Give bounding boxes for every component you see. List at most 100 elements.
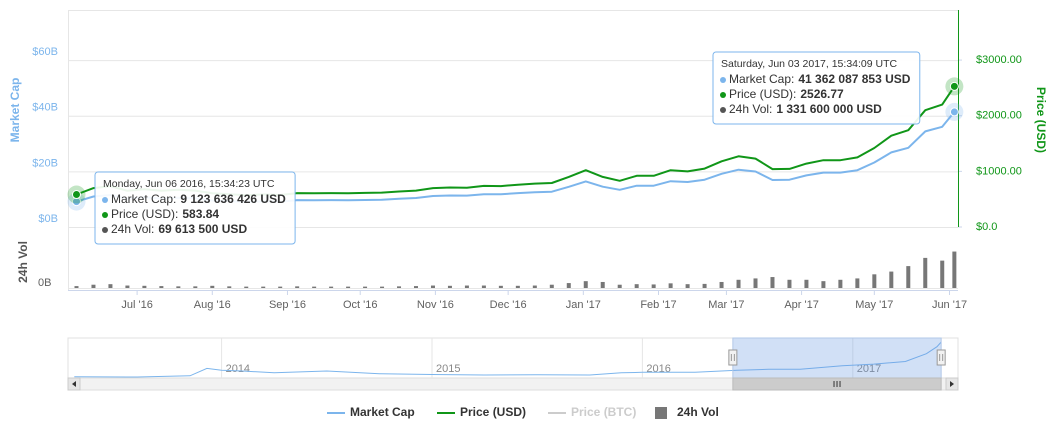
tooltip-label: Market Cap:	[729, 72, 794, 86]
navigator-tick-label: 2015	[436, 363, 460, 375]
tooltip-value: 2526.77	[800, 87, 844, 101]
legend-label[interactable]: 24h Vol	[677, 405, 719, 419]
volume-bar	[566, 283, 571, 288]
volume-bar	[651, 284, 656, 288]
navigator-handle[interactable]	[936, 349, 946, 366]
volume-bar	[702, 283, 707, 288]
tooltip-row: 24h Vol: 1 331 600 000 USD	[729, 102, 882, 116]
tooltip-bullet	[102, 197, 108, 203]
x-tick-label: Feb '17	[640, 299, 676, 311]
volume-bar	[872, 274, 877, 288]
scrollbar-left-arrow	[72, 381, 76, 387]
navigator-tick-label: 2017	[857, 363, 881, 375]
volume-bar	[838, 279, 843, 288]
x-tick-label: Nov '16	[417, 299, 454, 311]
tooltip-label: 24h Vol:	[111, 222, 154, 236]
scrollbar-grip	[833, 381, 841, 387]
volume-bar	[74, 286, 79, 288]
legend-label[interactable]: Price (USD)	[460, 405, 526, 419]
tooltip-value: 69 613 500 USD	[158, 222, 247, 236]
volume-tick-label: 0B	[38, 277, 51, 289]
tooltip-row: Price (USD): 2526.77	[729, 87, 844, 101]
y2-axis-title: Price (USD)	[1034, 87, 1048, 153]
navigator-handle[interactable]	[728, 349, 738, 366]
volume-bar	[227, 286, 232, 288]
y-tick-label: $0B	[38, 213, 58, 225]
tooltip-row: Price (USD): 583.84	[111, 207, 219, 221]
volume-bar	[515, 285, 520, 288]
tooltip-title: Saturday, Jun 03 2017, 15:34:09 UTC	[721, 58, 898, 70]
tooltip-value: 1 331 600 000 USD	[776, 102, 882, 116]
volume-bar	[804, 279, 809, 288]
tooltip: Monday, Jun 06 2016, 15:34:23 UTC Market …	[94, 171, 296, 245]
volume-bar	[430, 285, 435, 288]
volume-bar	[397, 286, 402, 288]
x-tick-label: Jun '17	[932, 299, 967, 311]
navigator-handle-grip	[939, 354, 944, 361]
navigator-line	[74, 341, 942, 378]
legend-label[interactable]: Price (BTC)	[571, 405, 636, 419]
x-tick-label: Apr '17	[784, 299, 819, 311]
legend-swatch	[655, 407, 667, 419]
volume-bar	[159, 286, 164, 288]
volume-bar	[685, 284, 690, 288]
volume-bar	[906, 266, 911, 288]
tooltip-value: 9 123 636 426 USD	[180, 192, 286, 206]
volume-bar	[244, 286, 249, 288]
volume-bar	[481, 285, 486, 288]
volume-bar	[210, 285, 215, 288]
scrollbar-right-arrow	[950, 381, 954, 387]
tooltip-label: Price (USD):	[729, 87, 796, 101]
volume-bar	[532, 285, 537, 288]
y2-tick-label: $2000.00	[976, 110, 1022, 122]
volume-bar	[193, 286, 198, 288]
x-tick-label: Dec '16	[490, 299, 527, 311]
volume-bar	[753, 278, 758, 288]
tooltip-label: Price (USD):	[111, 207, 178, 221]
tooltip-row: 24h Vol: 69 613 500 USD	[111, 222, 247, 236]
tooltip-box	[712, 51, 921, 125]
tooltip-bullet	[720, 107, 726, 113]
x-tick-label: Aug '16	[194, 299, 231, 311]
volume-bar	[600, 281, 605, 288]
volume-bar	[940, 260, 945, 288]
x-tick-label: Mar '17	[708, 299, 744, 311]
y-axis-title: Market Cap	[8, 78, 22, 143]
volume-bar	[668, 283, 673, 288]
navigator-tick-label: 2014	[226, 363, 250, 375]
navigator-handle-grip	[730, 354, 735, 361]
legend-label[interactable]: Market Cap	[350, 405, 415, 419]
tooltip-bullet	[102, 227, 108, 233]
y-tick-label: $40B	[32, 102, 58, 114]
volume-bar	[380, 286, 385, 288]
volume-bar	[447, 285, 452, 288]
volume-bar	[176, 286, 181, 288]
tooltip-row: Market Cap: 9 123 636 426 USD	[111, 192, 286, 206]
volume-bar	[464, 285, 469, 288]
y2-tick-label: $3000.00	[976, 54, 1022, 66]
volume-bar	[736, 279, 741, 288]
tooltip-label: Market Cap:	[111, 192, 176, 206]
volume-bar	[821, 281, 826, 288]
volume-bar	[363, 286, 368, 288]
hover-point	[71, 190, 81, 200]
y2-tick-label: $1000.00	[976, 165, 1022, 177]
volume-bar	[719, 281, 724, 288]
volume-bar	[329, 286, 334, 288]
volume-bar	[634, 284, 639, 288]
volume-bar	[617, 284, 622, 288]
volume-bar	[770, 277, 775, 288]
tooltip-label: 24h Vol:	[729, 102, 772, 116]
tooltip-value: 583.84	[182, 207, 219, 221]
volume-bar	[142, 285, 147, 288]
navigator-tick-label: 2016	[646, 363, 670, 375]
y-tick-label: $60B	[32, 46, 58, 58]
y-tick-label: $20B	[32, 157, 58, 169]
volume-bar	[549, 284, 554, 288]
tooltip-box	[94, 171, 296, 245]
volume-bar	[855, 278, 860, 288]
tooltip-bullet	[720, 92, 726, 98]
volume-bar	[125, 285, 130, 288]
x-tick-label: Jan '17	[566, 299, 601, 311]
